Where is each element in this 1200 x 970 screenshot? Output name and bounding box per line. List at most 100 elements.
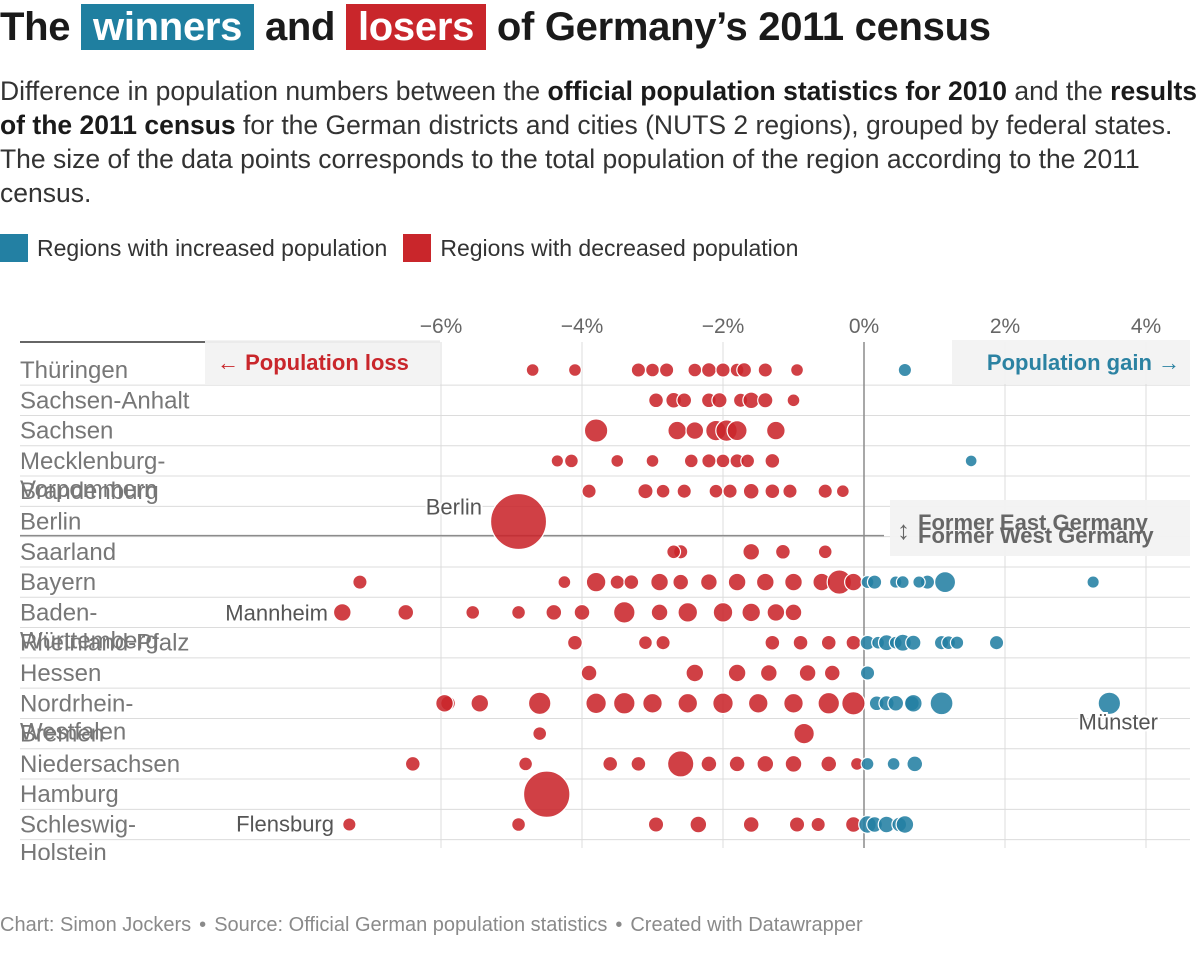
data-point [764, 634, 781, 651]
data-point [489, 492, 548, 551]
data-point [648, 392, 664, 409]
category-label: Berlin [20, 509, 81, 536]
data-point [859, 665, 876, 681]
data-point [685, 663, 705, 683]
data-point [755, 572, 775, 592]
data-point [728, 755, 746, 773]
category-label-line: Sachsen [20, 418, 113, 445]
data-point [765, 420, 786, 441]
data-point [786, 393, 801, 408]
category-label-line: Bayern [20, 569, 96, 596]
category-label: Baden-Württemberg [20, 599, 159, 654]
data-point [637, 482, 654, 500]
data-point [784, 572, 803, 592]
category-label: Bremen [20, 721, 104, 748]
desc-text-3: for the German districts and cities (NUT… [0, 110, 1173, 208]
data-point [585, 692, 607, 715]
legend-label-decreased: Regions with decreased population [440, 234, 799, 261]
data-point [567, 362, 582, 377]
data-point [610, 453, 625, 468]
data-point [820, 755, 838, 773]
series-increased [858, 362, 1122, 834]
footer-created: Created with Datawrapper [630, 914, 863, 936]
category-label-line: Berlin [20, 509, 81, 536]
legend-item-decreased: Regions with decreased population [403, 234, 798, 262]
data-point [465, 604, 481, 620]
data-point [699, 573, 718, 592]
data-point [897, 362, 913, 378]
data-point [895, 815, 915, 834]
category-label-line: Hessen [20, 660, 101, 687]
mannheim-label: Mannheim [225, 600, 328, 625]
data-point [820, 634, 837, 651]
data-point [677, 602, 699, 623]
data-point [612, 601, 636, 624]
data-point [906, 755, 924, 773]
category-label: Sachsen-Anhalt [20, 387, 190, 414]
data-point [511, 604, 527, 620]
data-point [647, 816, 665, 833]
data-point [742, 391, 761, 410]
category-label: Mecklenburg-Vorpommern [20, 448, 165, 503]
data-point [903, 693, 923, 713]
legend: Regions with increased population Region… [0, 234, 814, 262]
data-point [352, 574, 368, 590]
category-label-line: Nordrhein- [20, 690, 133, 717]
data-point [580, 664, 598, 682]
divider-arrow: ↕ [897, 515, 910, 545]
legend-swatch-decreased [403, 234, 432, 262]
category-label-line: Holstein [20, 840, 107, 861]
data-point [740, 453, 756, 469]
data-point [518, 756, 534, 772]
data-point [933, 571, 957, 594]
data-point [756, 754, 775, 773]
data-point [522, 770, 571, 819]
data-point [630, 755, 647, 772]
desc-bold-2: results of the 2011 census [0, 76, 1198, 140]
data-point [677, 692, 699, 714]
x-tick-label: −2% [702, 315, 745, 338]
data-point [342, 817, 357, 832]
data-point [742, 816, 760, 833]
category-label: Sachsen [20, 418, 113, 445]
data-point [470, 693, 490, 713]
series-decreased [332, 362, 866, 834]
data-point [712, 602, 734, 623]
category-label-line: Baden- [20, 599, 97, 626]
data-point [701, 453, 717, 469]
x-tick-label: 2% [990, 315, 1020, 338]
data-point [817, 483, 833, 499]
data-point [817, 691, 841, 715]
former-east-label: Former East Germany [918, 510, 1149, 535]
data-point [545, 603, 563, 621]
data-point [774, 543, 791, 560]
data-point [764, 452, 781, 469]
data-point [742, 542, 761, 561]
data-point [655, 634, 671, 651]
x-tick-label: 4% [1131, 315, 1161, 338]
data-point [810, 816, 826, 833]
category-label-line: Sachsen-Anhalt [20, 387, 190, 414]
category-label: Saarland [20, 539, 116, 566]
legend-item-increased: Regions with increased population [0, 234, 387, 262]
category-label-line: Niedersachsen [20, 751, 180, 778]
data-point [722, 483, 738, 499]
category-label-line: Westfalen [20, 718, 126, 745]
population-gain-label-bg [952, 340, 1190, 384]
data-point [792, 634, 809, 651]
data-point [727, 663, 747, 683]
data-point [655, 483, 671, 499]
legend-swatch-increased [0, 234, 28, 262]
data-point [650, 572, 669, 592]
x-tick-label: −4% [561, 315, 604, 338]
category-label: Hessen [20, 660, 101, 687]
population-loss-label-bg [205, 340, 440, 384]
data-point [685, 421, 705, 441]
data-point [666, 544, 682, 560]
chart-description: Difference in population numbers between… [0, 74, 1200, 210]
data-point [790, 362, 805, 377]
category-label-line: Saarland [20, 539, 116, 566]
x-tick-label: −6% [420, 315, 463, 338]
data-point [841, 691, 866, 716]
category-label: Thüringen [20, 357, 128, 384]
